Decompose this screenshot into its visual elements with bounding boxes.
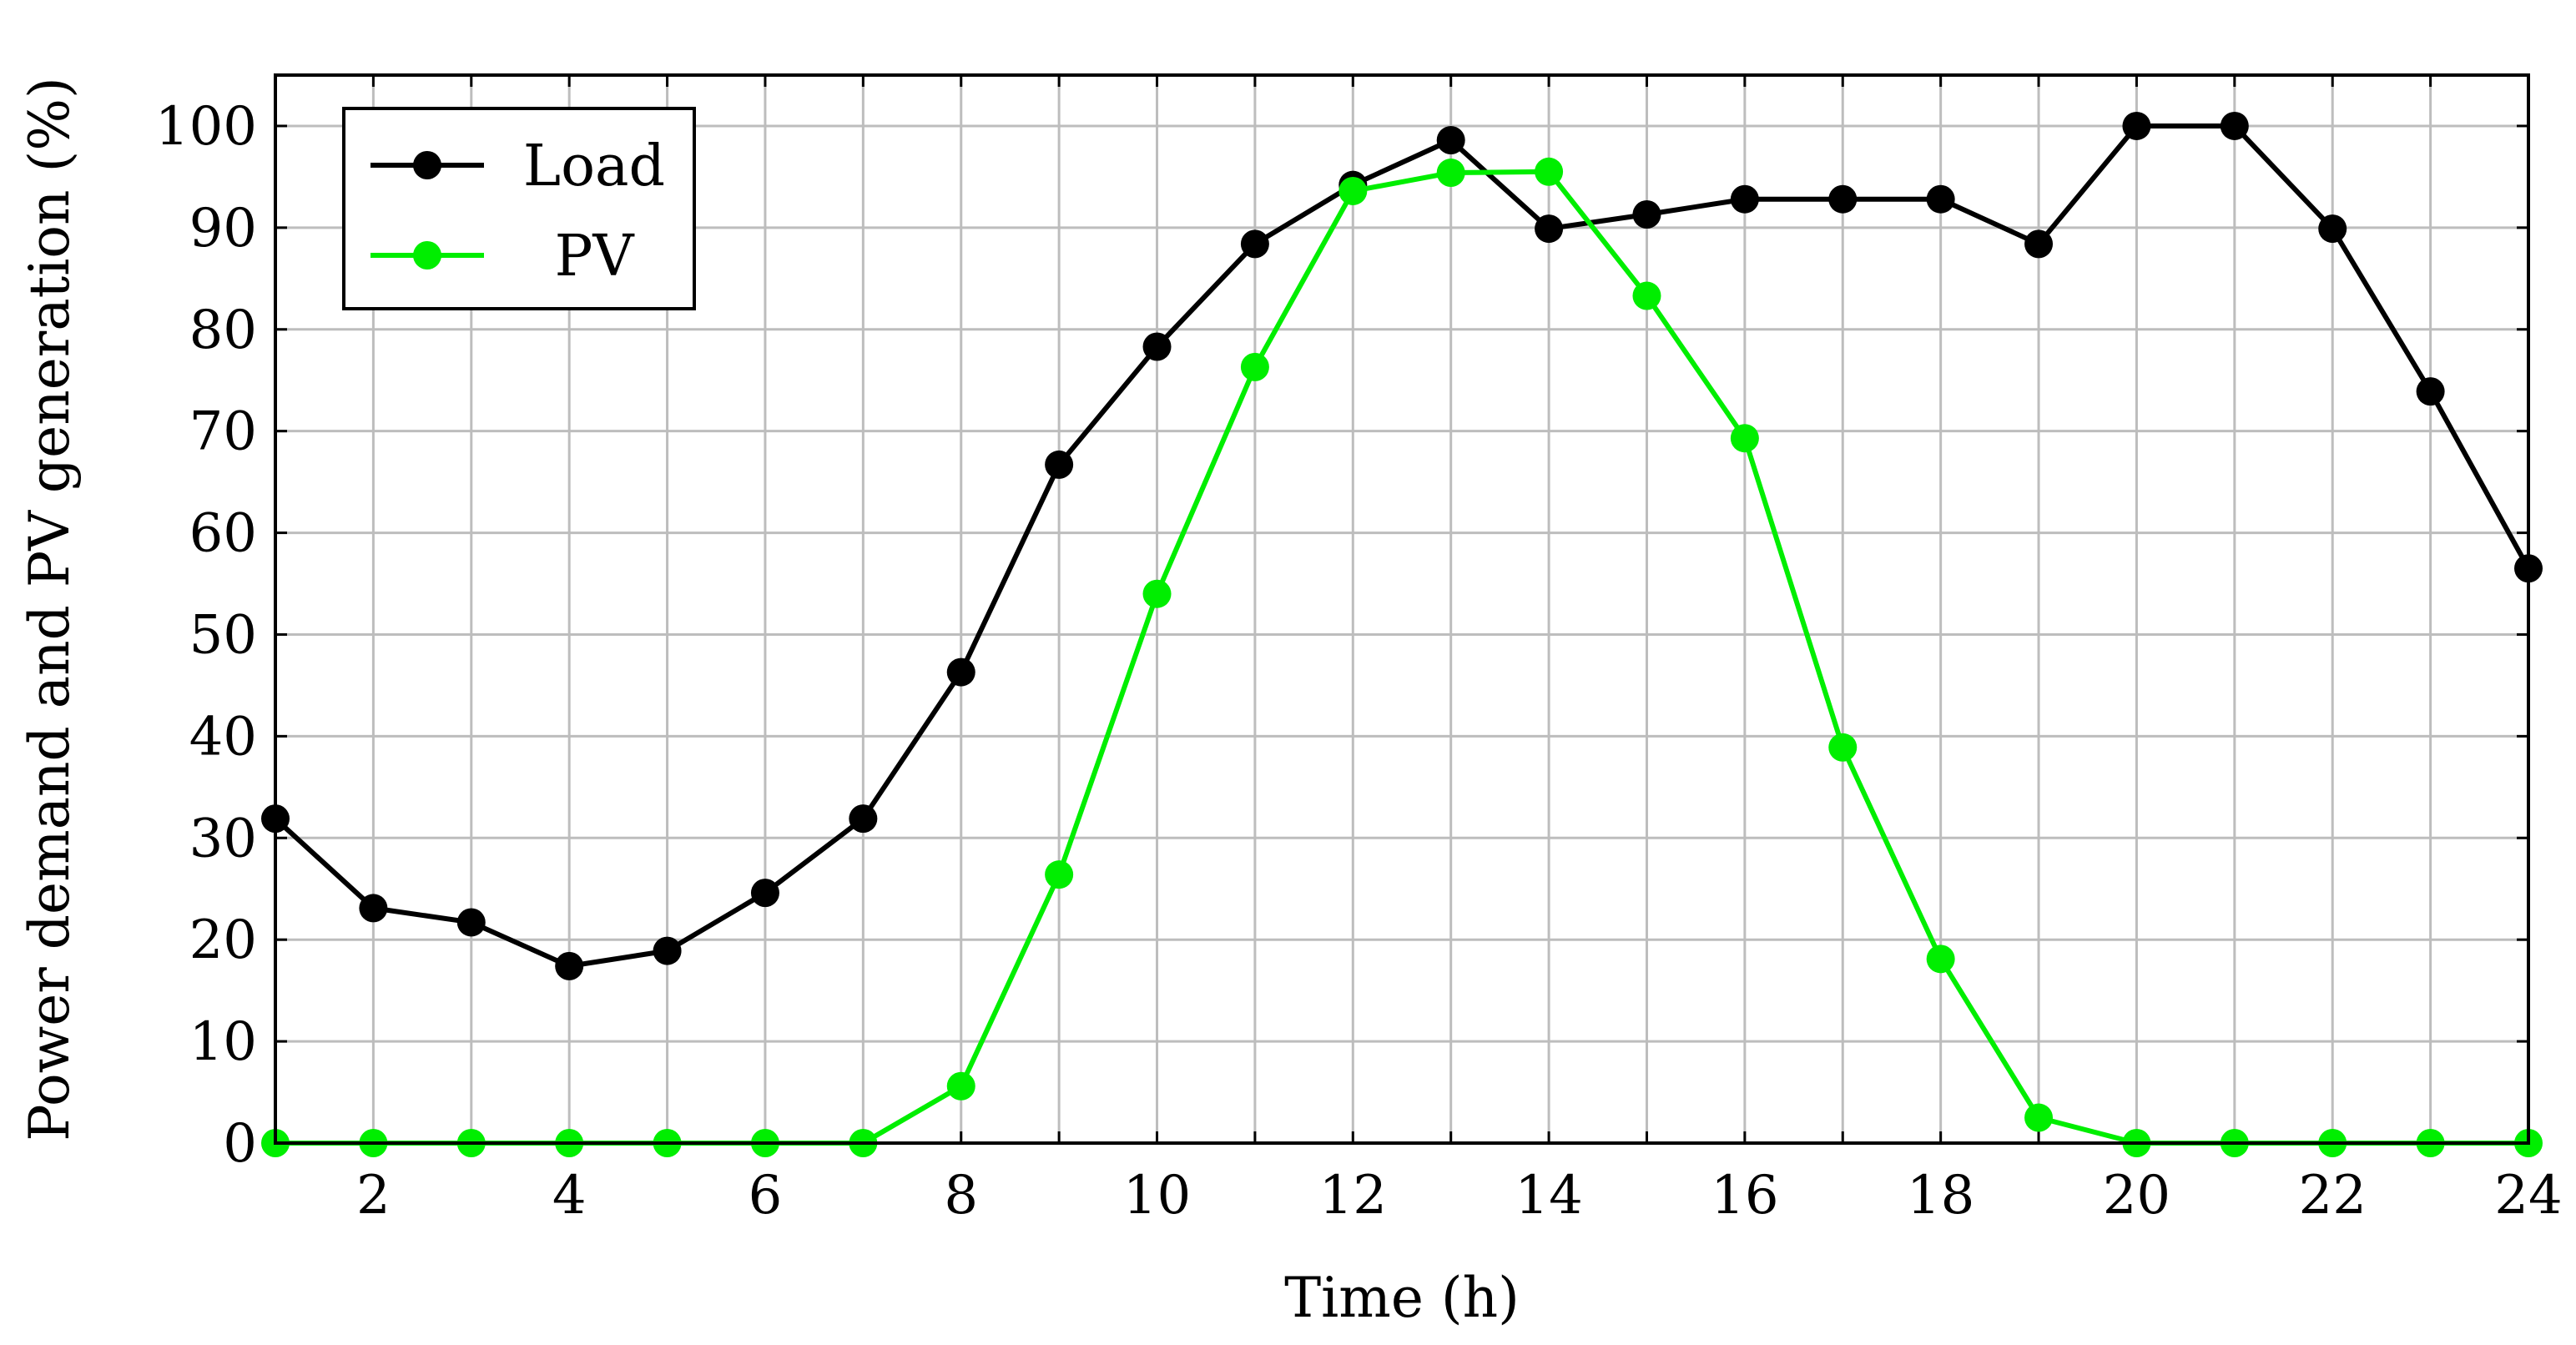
data-point-pv [1045,860,1074,889]
legend-label-pv: PV [555,224,636,290]
data-point-load [1828,184,1858,214]
data-point-load [1535,214,1564,244]
data-point-load [1142,332,1172,361]
data-point-load [1926,184,1955,214]
data-point-pv [946,1071,975,1101]
plot-frame [274,73,2530,1145]
series-line-pv [275,169,2528,1146]
data-point-load [2122,111,2151,140]
y-tick-label: 10 [189,1011,257,1073]
legend: Load PV [342,107,696,310]
x-tick-label: 24 [2494,1165,2562,1227]
data-point-pv [1632,281,1661,310]
series-line-load [273,123,2531,969]
y-tick-label: 0 [223,1113,257,1175]
legend-entries: Load PV [371,133,665,290]
y-tick-label: 40 [189,706,257,768]
data-point-pv [1828,733,1858,762]
x-tick-label: 8 [944,1165,978,1227]
y-tick-label: 50 [189,604,257,666]
x-tick-label: 20 [2103,1165,2170,1227]
data-point-pv [2024,1103,2054,1132]
data-point-load [653,936,682,965]
legend-entry-pv: PV [371,224,635,290]
x-tick-label: 22 [2298,1165,2366,1227]
data-point-load [946,657,975,687]
data-point-load [1045,450,1074,479]
data-point-load [456,908,486,937]
data-point-pv [1142,579,1172,608]
data-point-load [2220,111,2249,140]
data-point-pv [1535,157,1564,186]
series-load [261,111,2543,980]
legend-marker-pv [413,241,441,270]
legend-box [342,107,696,310]
x-tick-label: 14 [1515,1165,1582,1227]
y-tick-label: 70 [189,401,257,463]
data-point-load [1436,126,1465,155]
data-point-load [2318,214,2347,244]
legend-label-load: Load [523,133,665,199]
data-point-pv [1436,159,1465,188]
x-tick-label: 16 [1711,1165,1778,1227]
data-point-pv [1338,176,1368,205]
x-tick-label: 2 [356,1165,391,1227]
y-tick-label: 30 [189,808,257,869]
x-axis-label: Time (h) [1284,1266,1520,1330]
x-tick-label: 12 [1319,1165,1387,1227]
data-point-load [849,804,878,834]
y-axis-label: Power demand and PV generation (%) [18,77,82,1141]
data-point-load [1632,200,1661,229]
data-point-load [1730,184,1759,214]
data-point-load [2024,229,2054,259]
x-tick-label: 6 [749,1165,783,1227]
x-tick-labels: 2 4 6 8 10 12 14 16 18 20 22 24 [356,1165,2563,1227]
legend-entry-load: Load [371,133,665,199]
data-point-load [2416,377,2445,406]
x-tick-label: 18 [1907,1165,1974,1227]
y-tick-label: 100 [155,96,257,158]
data-point-load [555,951,584,980]
y-tick-label: 80 [189,300,257,361]
x-tick-label: 10 [1123,1165,1191,1227]
y-tick-label: 90 [189,198,257,259]
data-point-load [750,879,779,908]
x-tick-label: 4 [552,1165,587,1227]
legend-marker-load [413,151,441,179]
y-tick-label: 60 [189,503,257,565]
data-point-pv [1926,945,1955,974]
data-point-load [359,894,388,923]
y-tick-label: 20 [189,909,257,971]
y-tick-labels: 0 10 20 30 40 50 60 70 80 90 100 [155,96,257,1175]
data-point-load [1240,229,1269,259]
data-point-pv [1240,352,1269,381]
data-point-pv [1730,424,1759,453]
